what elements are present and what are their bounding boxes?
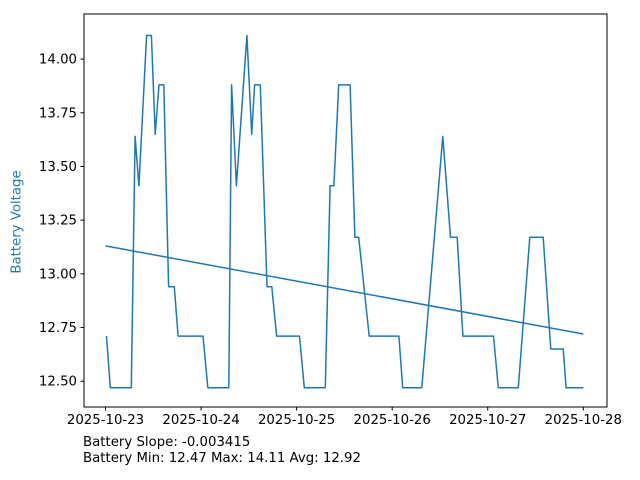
x-tick-label: 2025-10-28: [545, 413, 622, 428]
slope-annotation: Battery Slope: -0.003415: [83, 435, 251, 450]
min-max-avg-annotation: Battery Min: 12.47 Max: 14.11 Avg: 12.92: [83, 451, 361, 467]
y-tick-label: 13.25: [39, 214, 77, 229]
x-tick-label: 2025-10-23: [67, 413, 144, 428]
x-tick-label: 2025-10-26: [354, 413, 431, 428]
y-tick-label: 13.75: [39, 106, 77, 121]
x-tick-label: 2025-10-24: [162, 413, 239, 428]
y-tick-label: 13.00: [39, 267, 77, 282]
y-tick-label: 12.75: [39, 321, 77, 336]
y-tick-label: 12.50: [39, 375, 77, 390]
battery-voltage-line: [105, 34, 584, 389]
plot-border: [83, 13, 608, 408]
y-tick-label: 14.00: [39, 53, 77, 68]
y-axis-label: Battery Voltage: [9, 170, 25, 274]
x-tick-label: 2025-10-27: [449, 413, 526, 428]
trend-line: [105, 245, 584, 335]
x-tick-label: 2025-10-25: [258, 413, 335, 428]
y-tick-label: 13.50: [39, 160, 77, 175]
stats-annotation: Battery Slope: -0.003415 Battery Min: 12…: [83, 435, 361, 468]
